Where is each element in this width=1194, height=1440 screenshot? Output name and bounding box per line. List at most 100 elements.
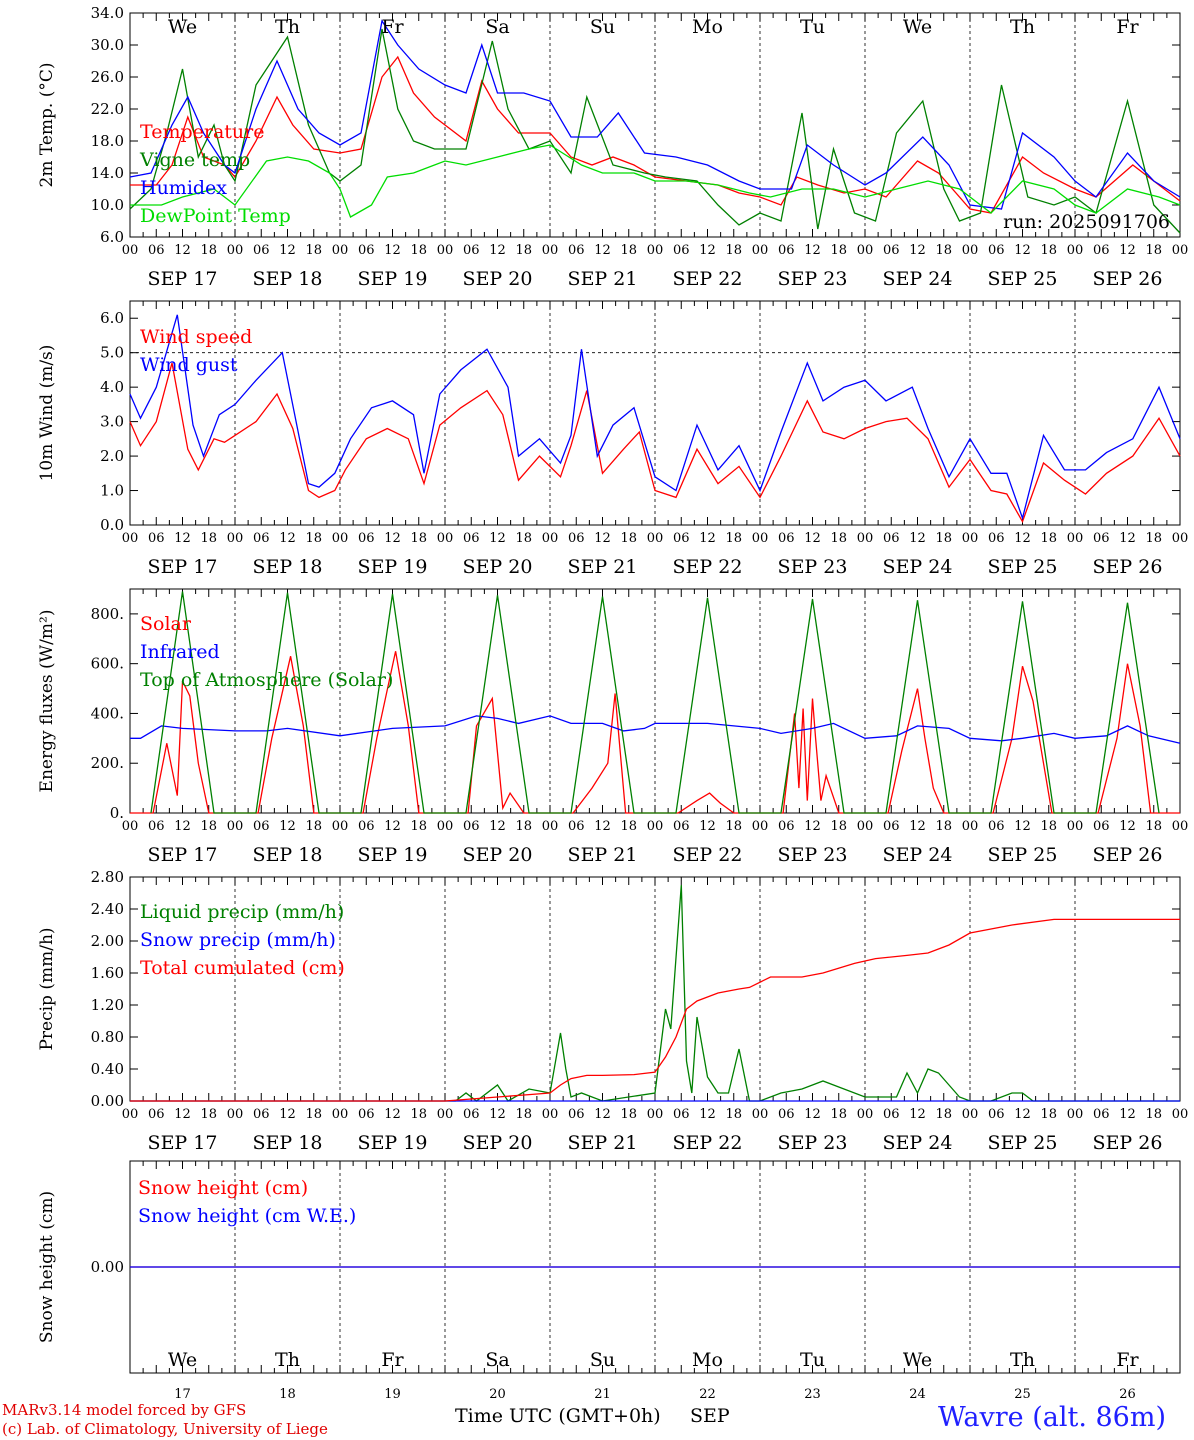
hour-label: 06 (358, 531, 375, 546)
legend-item: Top of Atmosphere (Solar) (140, 669, 393, 691)
y-tick-label: 2.0 (100, 447, 124, 465)
date-label: SEP 19 (358, 556, 428, 578)
hour-label: 00 (1172, 1107, 1189, 1122)
hour-label: 00 (122, 1107, 139, 1122)
hour-label: 06 (988, 819, 1005, 834)
legend-item: Snow precip (mm/h) (140, 929, 336, 951)
location-title: Wavre (alt. 86m) (938, 1402, 1166, 1433)
legend-item: Solar (140, 613, 192, 635)
hour-label: 00 (647, 243, 664, 258)
hour-label: 00 (1067, 243, 1084, 258)
panel-5: 0.00 Snow height (cm) Snow height (cm) Snow… (37, 1160, 1181, 1402)
y-tick-label: 0.40 (91, 1060, 124, 1078)
date-label: SEP 23 (778, 844, 848, 866)
x-axis-label: Time UTC (GMT+0h) (455, 1405, 661, 1427)
hour-label: 06 (883, 819, 900, 834)
hour-label: 18 (620, 243, 637, 258)
legend-item: Temperature (140, 121, 264, 143)
hour-label: 18 (410, 243, 427, 258)
hour-label: 06 (883, 243, 900, 258)
hour-label: 00 (542, 1107, 559, 1122)
hour-label: 18 (200, 531, 217, 546)
hour-label: 18 (1040, 243, 1057, 258)
hour-label: 18 (620, 1107, 637, 1122)
hour-label: 18 (1040, 1107, 1057, 1122)
hour-label: 18 (515, 531, 532, 546)
hour-label: 18 (935, 243, 952, 258)
day-number: 21 (594, 1387, 611, 1402)
hour-label: 18 (410, 1107, 427, 1122)
hour-label: 06 (463, 531, 480, 546)
hour-label: 00 (1067, 531, 1084, 546)
hour-label: 12 (1014, 243, 1031, 258)
date-label: SEP 26 (1093, 844, 1163, 866)
series-top-of-atmosphere-solar- (150, 591, 1160, 814)
hour-label: 00 (752, 1107, 769, 1122)
hour-label: 18 (935, 531, 952, 546)
hour-label: 12 (1119, 531, 1136, 546)
legend-item: Snow height (cm W.E.) (138, 1205, 356, 1227)
hour-label: 06 (358, 819, 375, 834)
hour-label: 18 (620, 531, 637, 546)
model-credit: MARv3.14 model forced by GFS (2, 1401, 247, 1419)
y-axis-label: Energy fluxes (W/m²) (37, 610, 57, 793)
date-label: SEP 24 (883, 844, 953, 866)
series-temperature (130, 55, 1181, 214)
hour-label: 12 (279, 819, 296, 834)
day-number: 25 (1014, 1387, 1031, 1402)
hour-label: 00 (962, 243, 979, 258)
hour-label: 06 (673, 819, 690, 834)
hour-label: 12 (174, 531, 191, 546)
hour-label: 06 (988, 243, 1005, 258)
hour-label: 12 (384, 243, 401, 258)
hour-label: 06 (778, 819, 795, 834)
hour-label: 06 (778, 1107, 795, 1122)
hour-label: 12 (804, 1107, 821, 1122)
hour-label: 18 (200, 243, 217, 258)
hour-label: 00 (857, 243, 874, 258)
date-label: SEP 24 (883, 556, 953, 578)
hour-label: 06 (673, 531, 690, 546)
hour-label: 18 (305, 531, 322, 546)
hour-label: 00 (437, 1107, 454, 1122)
hour-label: 18 (200, 1107, 217, 1122)
y-tick-label: 1.0 (100, 482, 124, 500)
date-label: SEP 25 (988, 844, 1058, 866)
series-total-cumulated-cm- (130, 918, 1180, 1102)
hour-label: 12 (1119, 243, 1136, 258)
hour-label: 18 (305, 1107, 322, 1122)
date-label: SEP 20 (463, 844, 533, 866)
panel-3: 00 06 12 18 00 06 12 18 00 06 12 18 00 06 12 18 00 06 12 18… (37, 588, 1188, 866)
y-tick-label: 200. (91, 754, 124, 772)
hour-label: 06 (568, 819, 585, 834)
y-tick-label: 30.0 (91, 36, 124, 54)
hour-label: 00 (437, 531, 454, 546)
day-name: Th (1010, 16, 1035, 38)
hour-label: 18 (830, 243, 847, 258)
hour-label: 18 (725, 1107, 742, 1122)
series-dewpoint-temp (130, 144, 1181, 218)
day-name: Sa (485, 1349, 509, 1371)
day-name: We (168, 16, 197, 38)
hour-label: 06 (568, 531, 585, 546)
day-name: Fr (381, 1349, 404, 1371)
day-name: Fr (1116, 16, 1139, 38)
hour-label: 00 (227, 1107, 244, 1122)
date-label: SEP 22 (673, 844, 743, 866)
hour-label: 00 (1067, 819, 1084, 834)
hour-label: 00 (1067, 1107, 1084, 1122)
date-label: SEP 26 (1093, 556, 1163, 578)
y-axis-label: 10m Wind (m/s) (37, 345, 57, 482)
hour-label: 12 (594, 819, 611, 834)
day-name: Th (1010, 1349, 1035, 1371)
y-axis-label: 2m Temp. (°C) (37, 62, 57, 187)
plot-frame (129, 12, 1181, 238)
date-label: SEP 19 (358, 1132, 428, 1154)
date-label: SEP 24 (883, 1132, 953, 1154)
y-tick-label: 22.0 (91, 100, 124, 118)
hour-label: 00 (332, 243, 349, 258)
date-label: SEP 17 (148, 268, 218, 290)
hour-label: 18 (1145, 243, 1162, 258)
hour-label: 18 (515, 1107, 532, 1122)
